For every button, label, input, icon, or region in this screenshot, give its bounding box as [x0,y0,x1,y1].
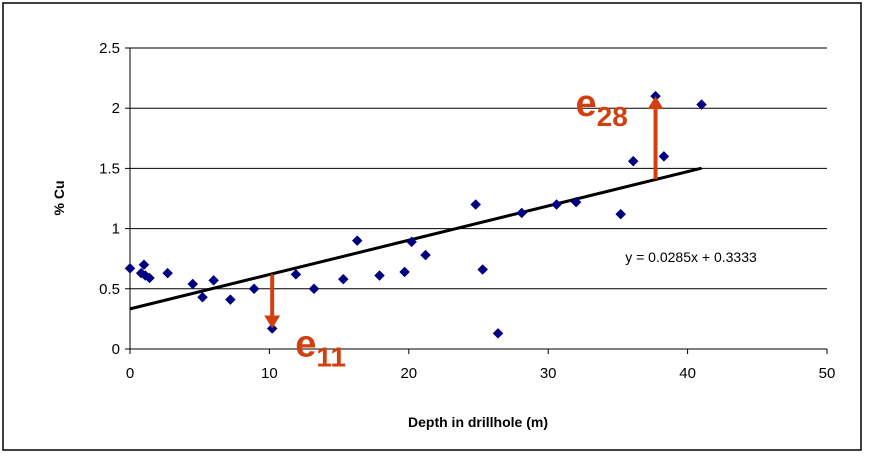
y-tick-label: 2.5 [99,40,120,57]
trendline-group [129,166,702,311]
data-point [138,259,150,271]
chart-border [2,2,862,451]
data-point [516,207,528,219]
data-point [477,264,489,275]
x-tick-label: 20 [400,365,417,382]
data-point [351,235,363,246]
y-tick-label: 0.5 [99,281,120,298]
data-point [696,99,707,110]
trendline-equation: y = 0.0285x + 0.3333 [625,249,757,265]
data-point [187,278,199,290]
x-tick-label: 30 [540,365,557,382]
data-point [290,268,302,280]
trendline [129,166,702,311]
x-tick-label: 10 [261,365,278,382]
residual-arrowhead [264,315,281,329]
x-tick-label: 50 [819,365,836,382]
data-point [615,208,627,220]
data-point [124,262,136,274]
data-point [406,236,417,248]
annotations: e11 e28 [264,83,664,373]
x-tick-label: 0 [126,365,134,382]
data-point [144,272,155,284]
axes: 0 0.5 1 1.5 2 2.5 0 10 20 30 40 50 [99,40,835,382]
residual-label: e11 [295,324,346,373]
data-point [570,196,582,208]
data-point [208,275,219,286]
data-points [124,90,707,339]
y-tick-label: 2 [112,100,120,117]
data-point [658,151,670,162]
y-tick-label: 1.5 [99,160,120,177]
data-point [374,270,385,281]
data-point [248,283,260,295]
data-point [420,249,431,261]
data-point [162,267,173,279]
data-point [197,291,208,303]
data-point [551,199,562,210]
data-point [399,266,410,278]
data-point [470,199,482,210]
x-axis-label: Depth in drillhole (m) [408,414,548,430]
data-point [308,283,320,295]
x-tick-label: 40 [679,365,696,382]
data-point [225,294,236,305]
residual-arrowhead [647,96,664,110]
y-tick-label: 0 [112,341,120,358]
gridlines [130,47,827,290]
data-point [627,155,639,167]
y-axis-label: % Cu [51,181,67,216]
y-tick-label: 1 [112,221,120,238]
data-point [492,327,504,339]
data-point [337,273,349,285]
residual-label: e28 [576,83,628,132]
